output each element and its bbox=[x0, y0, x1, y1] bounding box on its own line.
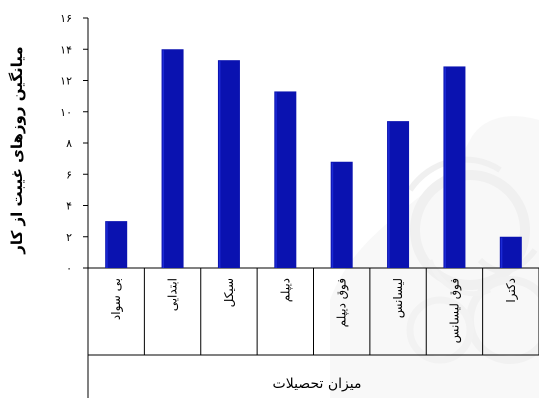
y-tick-label: ۱۲ bbox=[60, 75, 72, 88]
bar bbox=[387, 121, 409, 268]
bar-highlight bbox=[501, 238, 503, 268]
y-tick-labels: ۰ ۲ ۴ ۶ ۸ ۱۰ ۱۲ ۱۴ ۱۶ bbox=[60, 12, 72, 275]
bar bbox=[105, 221, 127, 268]
x-category-label: سیکل bbox=[222, 278, 236, 307]
bar-highlight bbox=[106, 222, 108, 268]
y-tick-label: ۱۰ bbox=[60, 106, 72, 119]
y-tick-label: ۱۶ bbox=[60, 12, 72, 25]
bar bbox=[162, 49, 184, 268]
y-tick-label: ۰ bbox=[66, 262, 72, 275]
bar bbox=[218, 60, 240, 268]
x-axis-label: میزان تحصیلات bbox=[273, 376, 362, 392]
y-tick-label: ۸ bbox=[66, 137, 72, 150]
bar bbox=[500, 237, 522, 268]
x-category-label: فوق لیسانس bbox=[447, 278, 462, 343]
bar bbox=[274, 91, 296, 268]
bar-highlight bbox=[444, 67, 446, 268]
bar-highlight bbox=[332, 163, 334, 268]
bar bbox=[331, 162, 353, 268]
y-tick-label: ۱۴ bbox=[60, 43, 72, 56]
bar-highlight bbox=[163, 50, 165, 268]
bar-highlight bbox=[275, 92, 277, 268]
x-category-label: لیسانس bbox=[391, 278, 406, 318]
bar bbox=[443, 66, 465, 268]
x-category-label: بی سواد bbox=[109, 278, 124, 320]
x-category-label: دیپلم bbox=[278, 278, 292, 302]
bars bbox=[105, 49, 522, 268]
y-tick-label: ۲ bbox=[66, 231, 72, 244]
bar-highlight bbox=[388, 122, 390, 268]
x-category-label: فوق دیپلم bbox=[335, 278, 350, 327]
x-category-label: دکترا bbox=[504, 278, 519, 303]
bar-highlight bbox=[219, 61, 221, 268]
x-category-label: ابتدایی bbox=[166, 278, 180, 311]
y-axis-label: میانگین روزهای غیبت از کار bbox=[8, 46, 26, 254]
y-tick-label: ۶ bbox=[66, 168, 72, 181]
y-tick-label: ۴ bbox=[66, 200, 72, 213]
